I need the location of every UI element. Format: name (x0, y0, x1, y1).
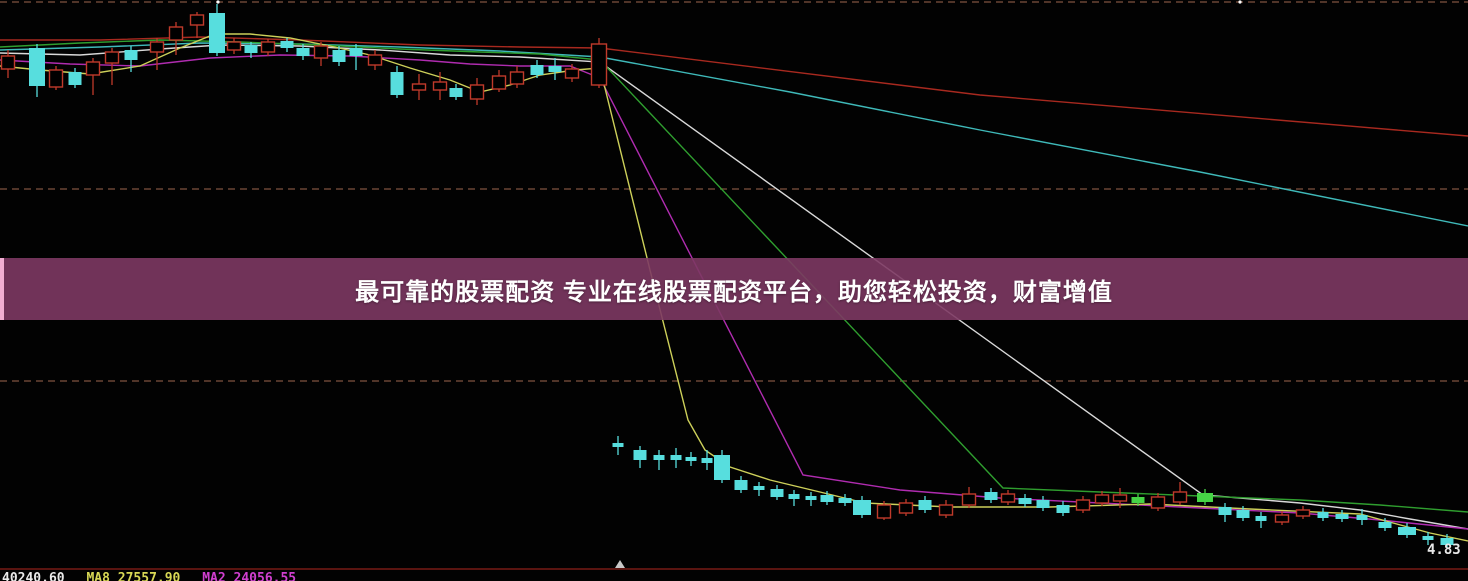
candles (0, 4, 1454, 548)
promo-banner-text: 最可靠的股票配资 专业在线股票配资平台，助您轻松投资，财富增值 (355, 278, 1113, 306)
top-tick-dot (1238, 0, 1242, 4)
ma-cyan (0, 42, 1468, 227)
ma1-value: MA8 27557.90 (86, 571, 181, 581)
ma-green (0, 39, 1468, 513)
ma2-value: MA2 24056.55 (202, 571, 297, 581)
price-axis-label: 4.83 (1427, 542, 1461, 558)
ma-magenta (0, 54, 1468, 530)
ma-indicator-bar: 40240.60 MA8 27557.90 MA2 24056.55 (2, 571, 310, 581)
gridlines (0, 1, 1468, 382)
promo-banner[interactable]: 最可靠的股票配资 专业在线股票配资平台，助您轻松投资，财富增值 (0, 258, 1468, 320)
ma-red (0, 36, 1468, 137)
banner-left-accent (0, 258, 4, 320)
price-value: 40240.60 (2, 571, 65, 581)
ma-lines (0, 33, 1468, 542)
top-tick-dot (216, 0, 220, 4)
axis-marker-triangle (615, 560, 625, 568)
